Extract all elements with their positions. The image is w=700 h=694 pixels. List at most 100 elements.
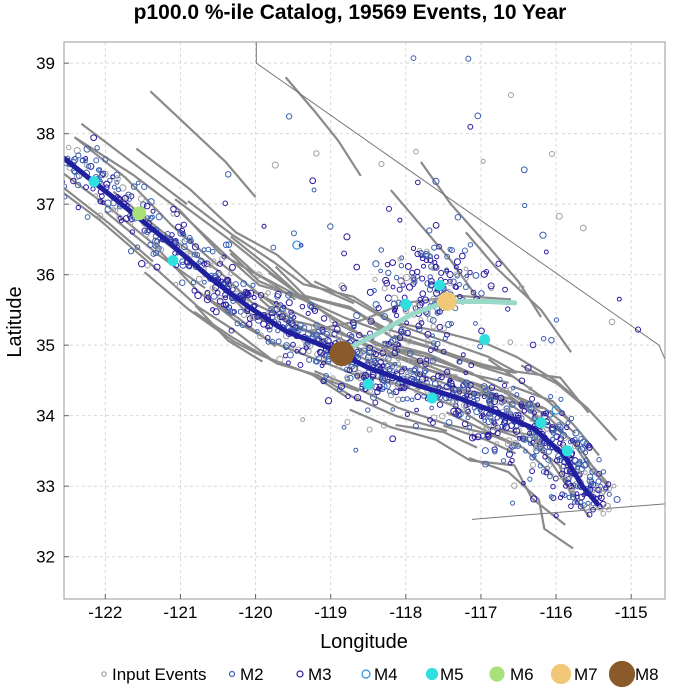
y-tick-label: 39: [36, 54, 55, 73]
event-marker: [548, 494, 554, 500]
event-marker: [559, 410, 565, 417]
event-marker: [548, 336, 555, 344]
event-marker: [143, 202, 151, 210]
event-marker: [173, 281, 179, 287]
event-marker: [635, 326, 642, 333]
event-marker: [414, 250, 421, 258]
event-marker: [426, 359, 434, 367]
event-marker: [222, 301, 229, 308]
event-marker: [383, 382, 391, 390]
fault-trace: [104, 210, 206, 290]
event-marker: [84, 214, 91, 220]
event-marker: [481, 394, 487, 400]
event-marker: [401, 329, 407, 336]
event-marker: [491, 400, 499, 408]
event-marker: [364, 353, 373, 361]
event-marker: [304, 342, 311, 350]
event-marker: [228, 270, 234, 276]
event-marker: [311, 187, 317, 193]
event-marker: [291, 315, 297, 320]
fault-trace: [395, 423, 478, 449]
event-marker: [552, 475, 559, 482]
event-markers: [64, 55, 642, 519]
event-marker: [350, 321, 357, 329]
event-marker: [490, 422, 498, 430]
event-marker: [440, 325, 447, 332]
event-marker: [273, 300, 279, 306]
event-marker: [460, 352, 466, 358]
event-marker: [423, 250, 430, 258]
event-marker: [470, 289, 477, 296]
event-marker: [491, 446, 498, 453]
event-marker: [554, 457, 561, 464]
event-marker: [225, 307, 232, 314]
event-marker: [260, 320, 268, 328]
y-tick-label: 37: [36, 195, 55, 214]
event-marker: [179, 261, 187, 269]
event-marker: [514, 392, 520, 398]
event-marker: [492, 448, 498, 455]
event-marker: [250, 314, 257, 321]
event-marker: [563, 483, 569, 489]
event-marker: [397, 256, 403, 262]
event-marker: [333, 325, 341, 333]
event-marker: [201, 279, 207, 285]
event-marker: [377, 383, 383, 390]
event-marker: [390, 284, 396, 290]
event-marker: [502, 387, 510, 395]
event-marker: [430, 323, 437, 330]
event-marker: [406, 350, 414, 357]
event-marker: [141, 183, 148, 190]
event-marker: [510, 385, 516, 391]
event-marker: [366, 316, 372, 322]
event-marker: [509, 500, 516, 506]
event-marker: [445, 419, 453, 426]
event-marker: [595, 478, 602, 485]
event-marker: [480, 158, 486, 164]
event-marker: [396, 286, 403, 293]
event-marker: [590, 506, 596, 513]
event-marker: [265, 290, 271, 296]
event-marker: [447, 246, 453, 252]
x-tick-label: -122: [88, 603, 122, 622]
event-marker: [79, 158, 85, 164]
event-marker: [323, 331, 330, 338]
event-marker: [153, 263, 161, 271]
event-marker: [556, 423, 564, 431]
event-marker: [542, 454, 548, 460]
event-marker: [586, 445, 593, 451]
event-marker: [186, 234, 193, 241]
event-marker: [479, 432, 486, 439]
event-marker: [426, 315, 434, 323]
event-marker: [300, 324, 308, 332]
event-marker: [471, 394, 476, 400]
event-marker: [278, 313, 286, 321]
event-marker: [73, 146, 81, 155]
event-marker: [539, 231, 547, 239]
fault-trace: [64, 186, 154, 263]
event-marker: [288, 309, 294, 315]
event-marker: [565, 420, 571, 426]
event-marker: [261, 223, 267, 229]
event-marker: [201, 247, 207, 253]
event-marker: [421, 393, 427, 399]
notable-event-m7: [437, 291, 457, 311]
event-marker: [359, 351, 365, 357]
event-marker: [550, 436, 556, 443]
rupture-traces: [64, 155, 600, 507]
event-marker: [306, 348, 312, 354]
event-marker: [72, 155, 78, 161]
event-marker: [369, 371, 377, 379]
event-marker: [431, 380, 439, 388]
event-marker: [231, 309, 237, 315]
fault-trace: [193, 310, 448, 433]
event-marker: [217, 260, 224, 267]
event-marker: [482, 418, 488, 424]
event-marker: [246, 315, 254, 322]
event-marker: [530, 495, 538, 503]
event-marker: [422, 360, 430, 368]
event-marker: [430, 340, 437, 346]
event-marker: [372, 350, 380, 358]
event-marker: [586, 442, 592, 449]
event-marker: [150, 208, 156, 214]
